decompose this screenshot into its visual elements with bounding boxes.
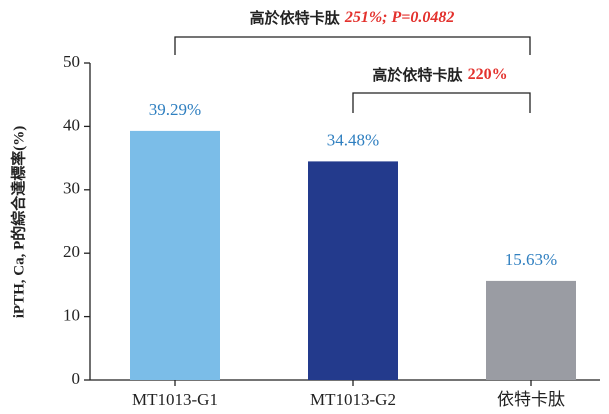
annotation-text: 高於依特卡肽 — [250, 9, 341, 27]
annotation-highlight: 251%; P=0.0482 — [344, 9, 455, 26]
annotation: 高於依特卡肽 251%; P=0.0482 — [250, 9, 455, 27]
value-label: 34.48% — [327, 130, 379, 149]
bracket — [352, 92, 531, 113]
y-axis-label: iPTH, Ca, P的綜合達標率(%) — [9, 126, 27, 319]
bracket — [174, 36, 531, 55]
y-tick-label: 20 — [63, 242, 80, 261]
value-label: 39.29% — [149, 100, 201, 119]
y-tick-label: 10 — [63, 306, 80, 325]
y-tick-label: 30 — [63, 179, 80, 198]
annotation: 高於依特卡肽 220% — [372, 66, 507, 84]
annotation-text: 高於依特卡肽 — [372, 66, 463, 84]
y-tick-label: 0 — [72, 369, 81, 388]
y-tick-label: 50 — [63, 52, 80, 71]
x-tick-label: MT1013-G1 — [132, 390, 218, 409]
bar — [308, 161, 398, 380]
annotation-highlight: 220% — [468, 66, 508, 83]
y-tick-label: 40 — [63, 115, 80, 134]
bar — [486, 280, 576, 380]
bar — [130, 130, 220, 380]
x-tick-label: 依特卡肽 — [497, 390, 565, 409]
x-tick-label: MT1013-G2 — [310, 390, 396, 409]
value-label: 15.63% — [505, 250, 557, 269]
